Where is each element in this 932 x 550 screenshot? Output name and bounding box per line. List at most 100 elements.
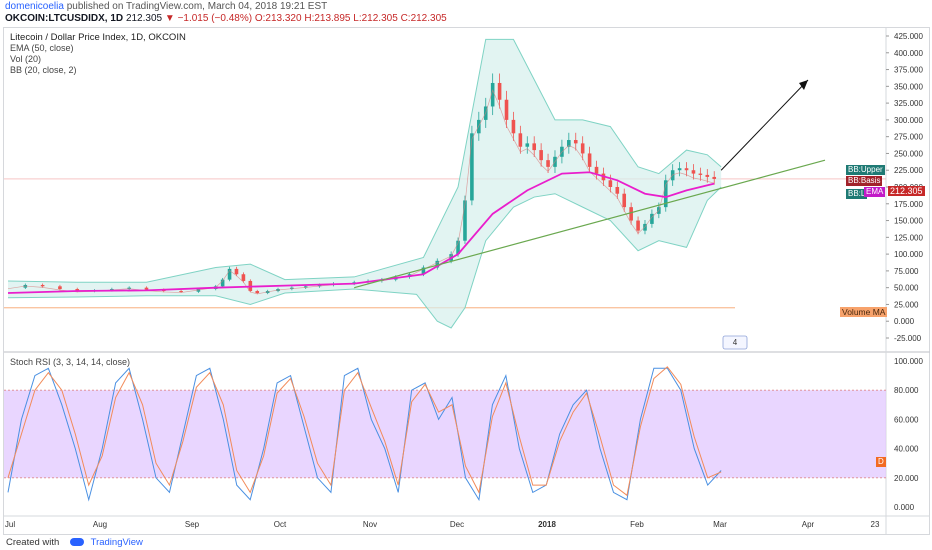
candle-body	[255, 291, 260, 294]
candle-body	[220, 279, 225, 287]
price-axis-label: -25.000	[894, 334, 922, 343]
bb-upper-tag: BB:Upper	[846, 165, 885, 175]
time-axis-label: Feb	[630, 520, 644, 529]
price-axis-label: 25.000	[894, 300, 919, 309]
price-axis-label: 125.000	[894, 233, 923, 242]
trendline	[354, 159, 826, 289]
ema-tag: EMA	[864, 187, 886, 197]
candle-body	[303, 286, 308, 288]
candle-body	[650, 213, 654, 224]
candle-body	[511, 119, 516, 134]
time-axis-label: 2018	[538, 520, 556, 529]
candle-body	[234, 268, 239, 275]
published-text: published on TradingView.com, March 04, …	[66, 1, 328, 12]
candle-body	[636, 220, 640, 231]
candle-body	[470, 133, 474, 201]
publish-info: domenicoelia published on TradingView.co…	[5, 1, 927, 13]
candle-body	[594, 166, 599, 174]
rsi-legend[interactable]: Stoch RSI (3, 3, 14, 14, close)	[10, 357, 131, 367]
candle-body	[421, 267, 426, 275]
last-price: 212.305	[125, 13, 163, 24]
rsi-axis-label: 0.000	[894, 503, 915, 512]
ema-line	[7, 171, 715, 294]
candle-body	[705, 174, 710, 177]
projection-arrowhead	[799, 80, 808, 90]
candle-body	[629, 207, 633, 221]
bb-upper-line	[7, 38, 722, 283]
price-axis-label: 0.000	[894, 317, 915, 326]
price-axis-label: 425.000	[894, 32, 923, 41]
candle-body	[573, 140, 578, 144]
time-axis-label: Nov	[363, 520, 377, 529]
candle-body	[40, 284, 45, 287]
candle-body	[691, 170, 696, 174]
candle-body	[317, 284, 322, 287]
price-axis-label: 175.000	[894, 200, 923, 209]
price-axis-label: 350.000	[894, 82, 923, 91]
candle-body	[241, 274, 246, 281]
candle-body	[712, 176, 717, 179]
footer: Created with TradingView	[0, 535, 932, 550]
tradingview-link[interactable]: TradingView	[90, 537, 143, 548]
candle-body	[525, 143, 530, 147]
time-axis-label: Apr	[802, 520, 815, 529]
legend-ema[interactable]: EMA (50, close)	[10, 43, 74, 53]
candle-body	[435, 260, 440, 268]
bb-basis-tag: BB:Basis	[846, 176, 883, 186]
ohlc-low: L:212.305	[353, 13, 398, 24]
price-axis-label: 50.000	[894, 284, 919, 293]
candle-body	[490, 82, 495, 107]
price-axis-label: 300.000	[894, 116, 923, 125]
bb-lower-tag: BB:L	[846, 189, 868, 199]
candle-body	[546, 160, 550, 167]
time-axis-label: 23	[871, 520, 880, 529]
stoch-d-line	[7, 366, 722, 497]
rsi-axis-label: 100.000	[894, 357, 923, 366]
rsi-axis-label: 40.000	[894, 445, 919, 454]
candle-body	[497, 82, 502, 100]
candle-body	[58, 286, 62, 290]
legend-vol[interactable]: Vol (20)	[10, 54, 42, 64]
candle-body	[608, 180, 613, 187]
symbol-quote: OKCOIN:LTCUSDIDX, 1D 212.305 ▼ −1.015 (−…	[5, 13, 927, 25]
candle-body	[227, 268, 232, 280]
price-axis-label: 375.000	[894, 66, 923, 75]
price-legend[interactable]: Litecoin / Dollar Price Index, 1D, OKCOI…	[10, 32, 186, 76]
chart-frame[interactable]	[3, 27, 930, 535]
publish-header: domenicoelia published on TradingView.co…	[0, 0, 932, 24]
candle-body	[75, 289, 80, 292]
last-price-tag: 212.305	[888, 186, 925, 196]
price-axis-label: 100.000	[894, 250, 923, 259]
bb-fill	[8, 39, 722, 328]
rsi-band-fill	[4, 390, 886, 478]
ohlc-high: H:213.895	[304, 13, 351, 24]
event-marker	[722, 335, 748, 350]
price-axis-label: 275.000	[894, 133, 923, 142]
time-axis-label: Sep	[185, 520, 200, 529]
time-axis-label: Dec	[450, 520, 464, 529]
symbol-label: OKCOIN:LTCUSDIDX, 1D	[5, 13, 124, 24]
candle-body	[677, 168, 682, 171]
price-axis-label: 250.000	[894, 149, 923, 158]
candle-body	[179, 291, 183, 293]
candle-body	[456, 240, 460, 255]
candle-body	[532, 143, 537, 151]
candle-body	[463, 200, 467, 241]
price-change: −1.015 (−0.48%)	[177, 13, 253, 24]
candle-body	[196, 289, 201, 292]
time-axis-label: Mar	[713, 520, 727, 529]
legend-bb[interactable]: BB (20, close, 2)	[10, 65, 77, 75]
bb-lower-line	[7, 186, 722, 329]
chart-title: Litecoin / Dollar Price Index, 1D, OKCOI…	[10, 32, 186, 43]
candle-body	[615, 187, 620, 194]
price-axis-label: 225.000	[894, 166, 923, 175]
author-link[interactable]: domenicoelia	[5, 1, 64, 12]
time-axis-label: Aug	[93, 520, 107, 529]
d-marker-tag: D	[876, 457, 886, 467]
rsi-axis-label: 60.000	[894, 415, 919, 424]
candle-body	[684, 168, 689, 171]
candle-body	[504, 99, 509, 120]
candle-body	[587, 153, 592, 167]
candle-body	[539, 150, 543, 161]
